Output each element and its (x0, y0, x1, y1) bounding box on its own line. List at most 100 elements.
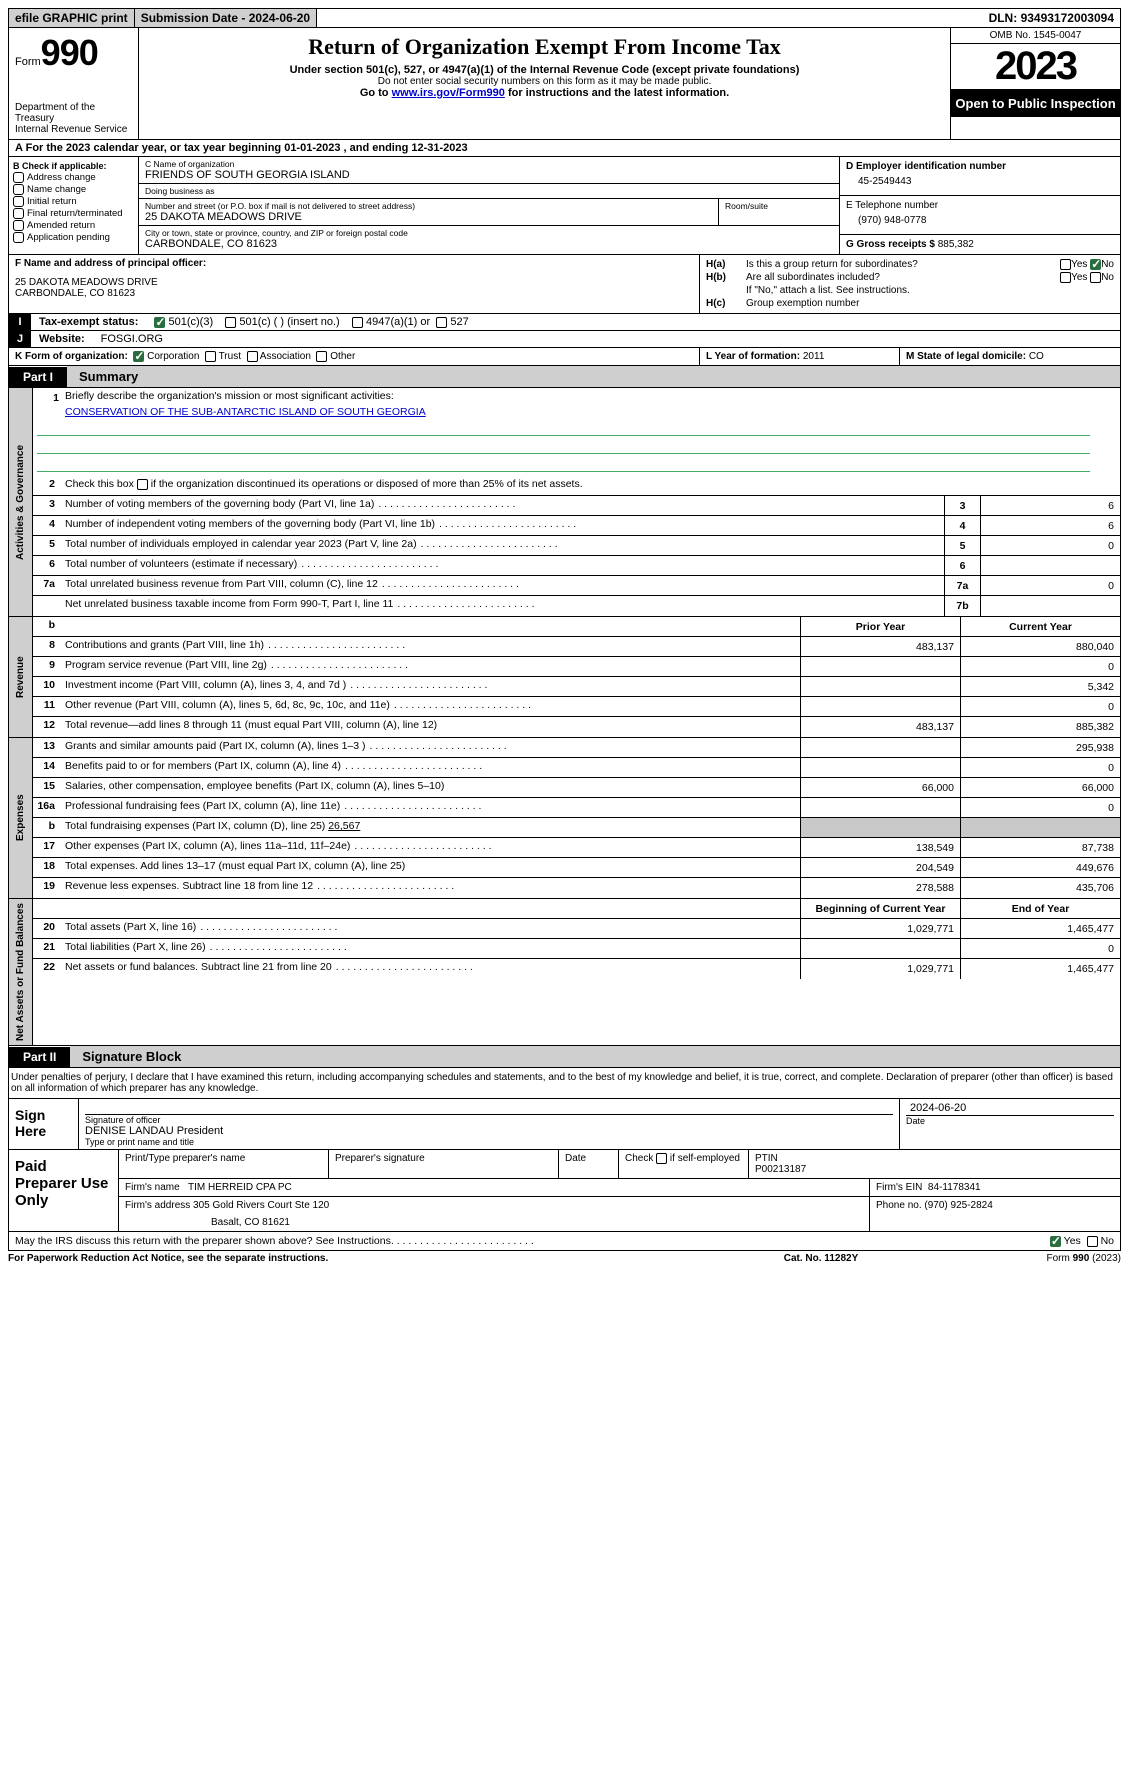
row-klm: K Form of organization: Corporation Trus… (8, 348, 1121, 366)
form-title: Return of Organization Exempt From Incom… (147, 34, 942, 60)
year-formation: 2011 (803, 351, 825, 362)
top-bar: efile GRAPHIC print Submission Date - 20… (8, 8, 1121, 28)
val-4: 6 (980, 516, 1120, 535)
chk-amended[interactable] (13, 220, 24, 231)
vtab-exp: Expenses (9, 738, 33, 898)
firm-ein: 84-1178341 (928, 1182, 981, 1193)
chk-name-change[interactable] (13, 184, 24, 195)
chk-other[interactable] (316, 351, 327, 362)
val-19p: 278,588 (800, 878, 960, 898)
box-d: D Employer identification number 45-2549… (840, 157, 1120, 254)
part1-header: Part I Summary (8, 366, 1121, 388)
expenses-section: Expenses 13Grants and similar amounts pa… (8, 738, 1121, 899)
val-16b: 26,567 (328, 820, 360, 832)
val-22p: 1,029,771 (800, 959, 960, 979)
box-f: F Name and address of principal officer:… (9, 255, 700, 313)
row-j: J Website: FOSGI.ORG (8, 331, 1121, 348)
val-3: 6 (980, 496, 1120, 515)
street: 25 DAKOTA MEADOWS DRIVE (145, 211, 712, 223)
chk-discuss-yes[interactable] (1050, 1236, 1061, 1247)
form-header: Form990 Department of the Treasury Inter… (8, 28, 1121, 140)
chk-4947[interactable] (352, 317, 363, 328)
val-12c: 885,382 (960, 717, 1120, 737)
mission-text[interactable]: CONSERVATION OF THE SUB-ANTARCTIC ISLAND… (65, 406, 426, 418)
chk-app-pending[interactable] (13, 232, 24, 243)
val-19c: 435,706 (960, 878, 1120, 898)
firm-addr2: Basalt, CO 81621 (125, 1211, 863, 1228)
val-15p: 66,000 (800, 778, 960, 797)
vtab-net: Net Assets or Fund Balances (9, 899, 33, 1045)
val-11c: 0 (960, 697, 1120, 716)
val-9c: 0 (960, 657, 1120, 676)
state-domicile: CO (1029, 351, 1044, 362)
tax-year: 2023 (951, 44, 1120, 90)
ptin: P00213187 (755, 1164, 1114, 1175)
sig-date: 2024-06-20 (906, 1101, 1114, 1116)
val-14c: 0 (960, 758, 1120, 777)
chk-self-employed[interactable] (656, 1153, 667, 1164)
val-7b (980, 596, 1120, 616)
gross-receipts: 885,382 (938, 239, 974, 250)
chk-ha-yes[interactable] (1060, 259, 1071, 270)
line-a: A For the 2023 calendar year, or tax yea… (8, 140, 1121, 157)
firm-addr1: 305 Gold Rivers Court Ste 120 (193, 1200, 329, 1211)
form-number: Form990 (15, 32, 132, 74)
header-sub3: Go to www.irs.gov/Form990 for instructio… (147, 87, 942, 99)
val-13c: 295,938 (960, 738, 1120, 757)
val-20p: 1,029,771 (800, 919, 960, 938)
row-i: I Tax-exempt status: 501(c)(3) 501(c) ( … (8, 314, 1121, 331)
org-name: FRIENDS OF SOUTH GEORGIA ISLAND (145, 169, 833, 181)
header-sub2: Do not enter social security numbers on … (147, 76, 942, 87)
chk-address-change[interactable] (13, 172, 24, 183)
chk-line2[interactable] (137, 479, 148, 490)
val-5: 0 (980, 536, 1120, 555)
chk-527[interactable] (436, 317, 447, 328)
chk-corp[interactable] (133, 351, 144, 362)
chk-ha-no[interactable] (1090, 259, 1101, 270)
perjury-text: Under penalties of perjury, I declare th… (8, 1068, 1121, 1099)
omb-number: OMB No. 1545-0047 (951, 28, 1120, 44)
dln: DLN: 93493172003094 (983, 9, 1120, 27)
chk-initial-return[interactable] (13, 196, 24, 207)
efile-label: efile GRAPHIC print (9, 9, 135, 27)
chk-final-return[interactable] (13, 208, 24, 219)
paid-preparer-block: Paid Preparer Use Only Print/Type prepar… (8, 1150, 1121, 1232)
val-22c: 1,465,477 (960, 959, 1120, 979)
vtab-ag: Activities & Governance (9, 388, 33, 616)
dept-treasury: Department of the Treasury (15, 102, 132, 124)
val-20c: 1,465,477 (960, 919, 1120, 938)
chk-hb-no[interactable] (1090, 272, 1101, 283)
submission-date: Submission Date - 2024-06-20 (135, 9, 317, 27)
val-6 (980, 556, 1120, 575)
revenue-section: Revenue bPrior YearCurrent Year 8Contrib… (8, 617, 1121, 738)
val-8p: 483,137 (800, 637, 960, 656)
telephone: (970) 948-0778 (846, 211, 1114, 230)
chk-discuss-no[interactable] (1087, 1236, 1098, 1247)
section-fh: F Name and address of principal officer:… (8, 255, 1121, 314)
header-sub1: Under section 501(c), 527, or 4947(a)(1)… (147, 64, 942, 76)
chk-hb-yes[interactable] (1060, 272, 1071, 283)
part2-header: Part II Signature Block (8, 1046, 1121, 1068)
val-18c: 449,676 (960, 858, 1120, 877)
val-21c: 0 (960, 939, 1120, 958)
box-c: C Name of organization FRIENDS OF SOUTH … (139, 157, 840, 254)
chk-assoc[interactable] (247, 351, 258, 362)
irs-label: Internal Revenue Service (15, 124, 132, 135)
val-10c: 5,342 (960, 677, 1120, 696)
chk-501c3[interactable] (154, 317, 165, 328)
val-17p: 138,549 (800, 838, 960, 857)
firm-name: TIM HERREID CPA PC (188, 1182, 292, 1193)
activities-governance: Activities & Governance 1Briefly describ… (8, 388, 1121, 617)
ein: 45-2549443 (846, 172, 1114, 191)
open-inspection: Open to Public Inspection (951, 90, 1120, 117)
vtab-rev: Revenue (9, 617, 33, 737)
irs-link[interactable]: www.irs.gov/Form990 (392, 87, 505, 99)
footer: For Paperwork Reduction Act Notice, see … (8, 1251, 1121, 1266)
val-8c: 880,040 (960, 637, 1120, 656)
netassets-section: Net Assets or Fund Balances Beginning of… (8, 899, 1121, 1046)
sign-here-block: Sign Here Signature of officer DENISE LA… (8, 1099, 1121, 1150)
box-h: H(a) Is this a group return for subordin… (700, 255, 1120, 313)
chk-501c[interactable] (225, 317, 236, 328)
chk-trust[interactable] (205, 351, 216, 362)
officer-name: DENISE LANDAU President (85, 1125, 893, 1137)
